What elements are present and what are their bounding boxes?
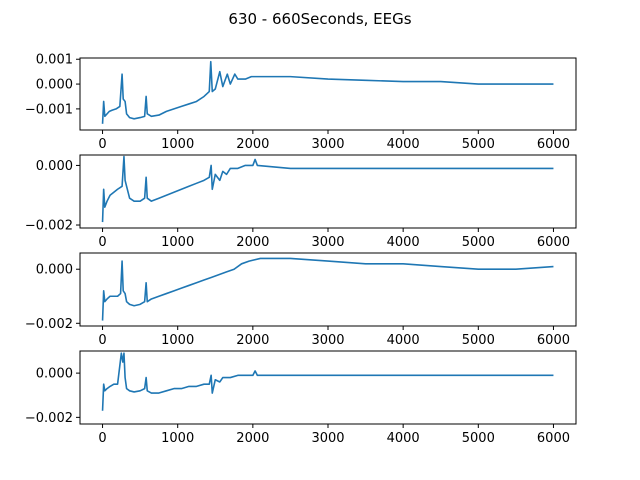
x-tick-label: 1000: [161, 235, 194, 250]
axes-frame: [79, 57, 577, 131]
x-tick-label: 6000: [537, 137, 570, 152]
x-tick-label: 1000: [161, 431, 194, 446]
x-tick-label: 2000: [236, 137, 269, 152]
x-tick-label: 6000: [537, 431, 570, 446]
x-tick-label: 0: [98, 235, 106, 250]
x-tick-label: 0: [98, 333, 106, 348]
subplot-2: 0 1000 2000 3000 4000 5000 6000 0.000 −0.002: [25, 154, 577, 250]
axes-frame: [79, 350, 577, 425]
y-tick-label: −0.001: [25, 102, 73, 117]
x-tick-label: 5000: [462, 137, 495, 152]
x-tick-label: 2000: [236, 333, 269, 348]
subplot-1: 0 1000 2000 3000 4000 5000 6000 0.001 0.000 −0.00…: [25, 53, 577, 152]
x-tick-label: 2000: [236, 431, 269, 446]
y-tick-label: 0.001: [36, 53, 73, 68]
eeg-trace-4: [101, 352, 554, 411]
x-tick-label: 5000: [462, 333, 495, 348]
x-tick-label: 2000: [236, 235, 269, 250]
y-tick-label: 0.000: [36, 78, 73, 93]
x-tick-label: 5000: [462, 235, 495, 250]
eeg-trace-1: [101, 60, 554, 124]
x-tick-label: 4000: [387, 333, 420, 348]
x-tick-label: 4000: [387, 137, 420, 152]
x-tick-label: 0: [98, 137, 106, 152]
y-tick-label: 0.000: [36, 263, 73, 278]
x-tick-label: 3000: [311, 333, 344, 348]
x-tick-label: 6000: [537, 235, 570, 250]
y-tick-label: −0.002: [25, 411, 73, 426]
y-tick-label: −0.002: [25, 317, 73, 332]
y-tick-label: −0.002: [25, 219, 73, 234]
x-tick-label: 0: [98, 431, 106, 446]
x-tick-label: 4000: [387, 431, 420, 446]
x-tick-label: 3000: [311, 235, 344, 250]
eeg-trace-2: [101, 155, 554, 223]
x-tick-label: 3000: [311, 431, 344, 446]
x-tick-label: 6000: [537, 333, 570, 348]
y-tick-label: 0.000: [36, 367, 73, 382]
x-tick-label: 1000: [161, 333, 194, 348]
x-tick-label: 1000: [161, 137, 194, 152]
subplot-3: 0 1000 2000 3000 4000 5000 6000 0.000 −0.002: [25, 252, 577, 348]
y-tick-label: 0.000: [36, 159, 73, 174]
axes-frame: [79, 252, 577, 327]
axes-frame: [79, 154, 577, 229]
subplot-4: 0 1000 2000 3000 4000 5000 6000 0.000 −0.002: [25, 350, 577, 446]
figure-title: 630 - 660Seconds, EEGs: [228, 10, 411, 28]
x-tick-label: 3000: [311, 137, 344, 152]
x-tick-label: 5000: [462, 431, 495, 446]
subplot-panels: 0 1000 2000 3000 4000 5000 6000 0.001 0.000 −0.00…: [25, 53, 577, 446]
x-tick-label: 4000: [387, 235, 420, 250]
eeg-trace-3: [101, 257, 554, 321]
